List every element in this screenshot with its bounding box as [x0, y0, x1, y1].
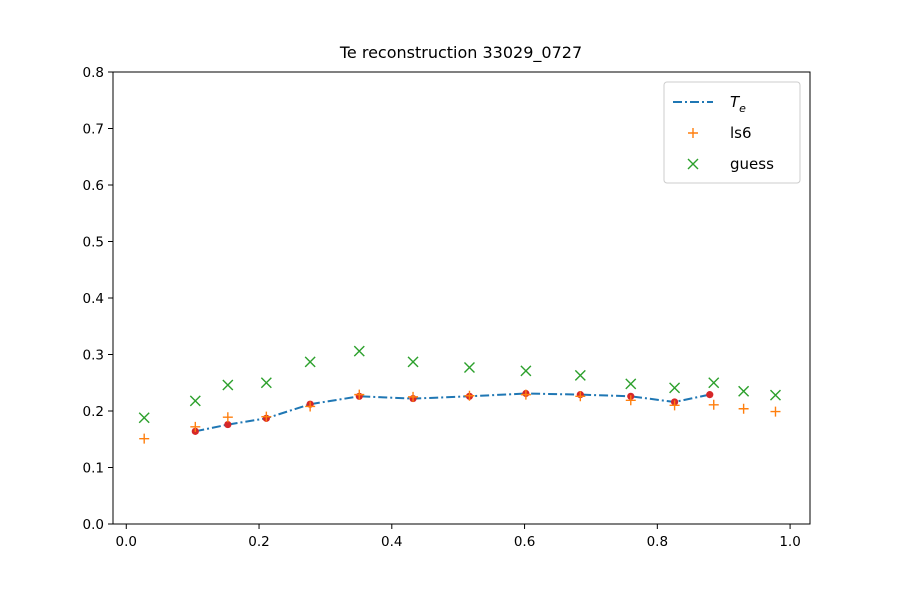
- guess-data-point: [574, 369, 586, 381]
- legend: Te ls6 guess: [663, 81, 801, 184]
- guess-data-point: [669, 382, 681, 394]
- x-tick-label: 0.0: [116, 534, 137, 550]
- ls6-data-point: [625, 395, 636, 406]
- guess-data-point: [138, 412, 150, 424]
- y-tick-label: 0.5: [83, 235, 104, 251]
- y-tick-label: 0.6: [83, 178, 104, 194]
- legend-label-guess: guess: [730, 155, 774, 173]
- chart-title: Te reconstruction 33029_0727: [339, 43, 582, 63]
- plot-area: 0.0 0.2 0.4 0.6 0.8 1.0 0.0 0.1 0.2 0.3 0.4 0.5 0.6 0…: [83, 65, 811, 550]
- guess-data-point: [708, 377, 720, 389]
- x-tick-label: 0.4: [381, 534, 402, 550]
- guess-data-point: [260, 377, 272, 389]
- ls6-data-point: [190, 421, 201, 432]
- guess-data-point: [407, 356, 419, 368]
- legend-box: [663, 81, 801, 184]
- x-tick-label: 0.8: [647, 534, 668, 550]
- guess-data-point: [353, 345, 365, 357]
- ls6-data-point: [575, 391, 586, 402]
- ls6-data-point: [669, 400, 680, 411]
- legend-ls6-marker: [688, 128, 698, 138]
- guess-data-point: [189, 395, 201, 407]
- guess-data-point: [304, 356, 316, 368]
- ls6-data-point: [770, 406, 781, 417]
- ls6-data-point: [738, 403, 749, 414]
- y-tick-label: 0.2: [83, 404, 104, 420]
- x-tick-label: 0.6: [514, 534, 535, 550]
- ls6-data-point: [305, 401, 316, 412]
- ls6-data-point: [464, 390, 475, 401]
- y-tick-label: 0.8: [83, 65, 104, 81]
- ls6-data-point: [520, 389, 531, 400]
- legend-label-ls6: ls6: [730, 124, 752, 142]
- guess-data-point: [520, 365, 532, 377]
- guess-data-point: [738, 385, 750, 397]
- ls6-data-point: [408, 391, 419, 402]
- ls6-data-point: [222, 412, 233, 423]
- guess-data-point: [463, 362, 475, 373]
- guess-data-point: [625, 378, 637, 390]
- ls6-data-point: [708, 399, 719, 410]
- y-tick-label: 0.7: [83, 122, 104, 138]
- ls6-data-point: [261, 411, 272, 422]
- ls6-data-point: [354, 389, 365, 400]
- legend-label-te: Te: [730, 93, 746, 115]
- guess-data-point: [769, 389, 781, 401]
- y-tick-label: 0.0: [83, 517, 104, 533]
- legend-guess-marker: [687, 158, 699, 170]
- te-series-line: [195, 392, 711, 433]
- y-tick-label: 0.1: [83, 461, 104, 477]
- te-data-point: [224, 420, 232, 429]
- x-tick-label: 0.2: [248, 534, 269, 550]
- ls6-data-point: [139, 433, 150, 444]
- te-data-point: [706, 391, 714, 399]
- guess-data-point: [222, 379, 234, 391]
- y-tick-label: 0.4: [83, 291, 104, 307]
- x-tick-label: 1.0: [779, 534, 800, 550]
- y-tick-label: 0.3: [83, 348, 104, 364]
